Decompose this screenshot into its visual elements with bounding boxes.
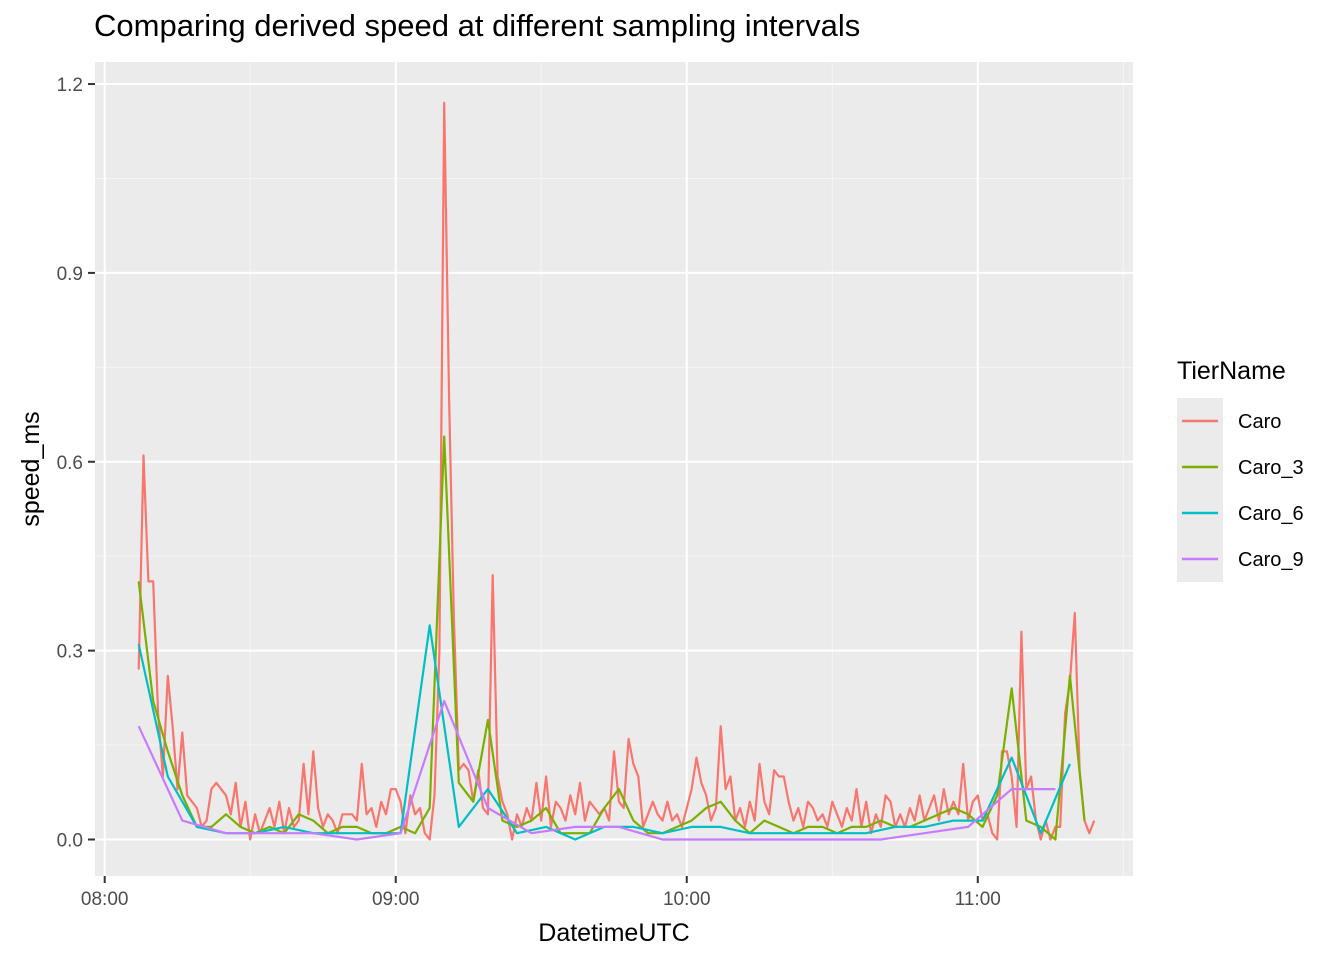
legend-label: Caro <box>1238 411 1281 433</box>
x-axis-title: DatetimeUTC <box>538 919 689 947</box>
chart-title: Comparing derived speed at different sam… <box>94 8 861 43</box>
x-tick-label: 08:00 <box>81 889 129 910</box>
plot-panel <box>95 62 1133 876</box>
y-tick-label: 0.6 <box>57 453 83 474</box>
legend-label: Caro_3 <box>1238 457 1304 479</box>
minor-gridlines <box>95 62 1133 876</box>
legend-label: Caro_6 <box>1238 503 1304 525</box>
series-line-caro-9 <box>137 699 1056 841</box>
major-gridlines <box>95 62 1133 876</box>
x-tick-label: 11:00 <box>955 889 1001 910</box>
series-layer <box>137 101 1096 841</box>
y-tick-label: 0.0 <box>57 830 83 851</box>
series-line-caro-3 <box>137 435 1086 841</box>
x-tick-label: 09:00 <box>372 889 420 910</box>
x-axis: 08:00 09:00 10:00 11:00 <box>81 876 1001 910</box>
legend-items: Caro Caro_3 Caro_6 Caro_9 <box>1182 411 1304 571</box>
y-tick-label: 0.3 <box>57 642 83 663</box>
y-axis: 0.0 0.3 0.6 0.9 1.2 <box>57 75 95 851</box>
legend-key-background <box>1177 398 1223 582</box>
y-tick-label: 0.9 <box>57 264 83 285</box>
legend-label: Caro_9 <box>1238 549 1304 571</box>
y-axis-title: speed_ms <box>17 411 45 526</box>
y-tick-label: 1.2 <box>57 75 83 96</box>
legend-title: TierName <box>1177 357 1286 385</box>
legend: TierName Caro Caro_3 Caro_6 Caro_9 <box>1177 357 1304 582</box>
series-line-caro <box>137 101 1096 841</box>
x-tick-label: 10:00 <box>663 889 711 910</box>
